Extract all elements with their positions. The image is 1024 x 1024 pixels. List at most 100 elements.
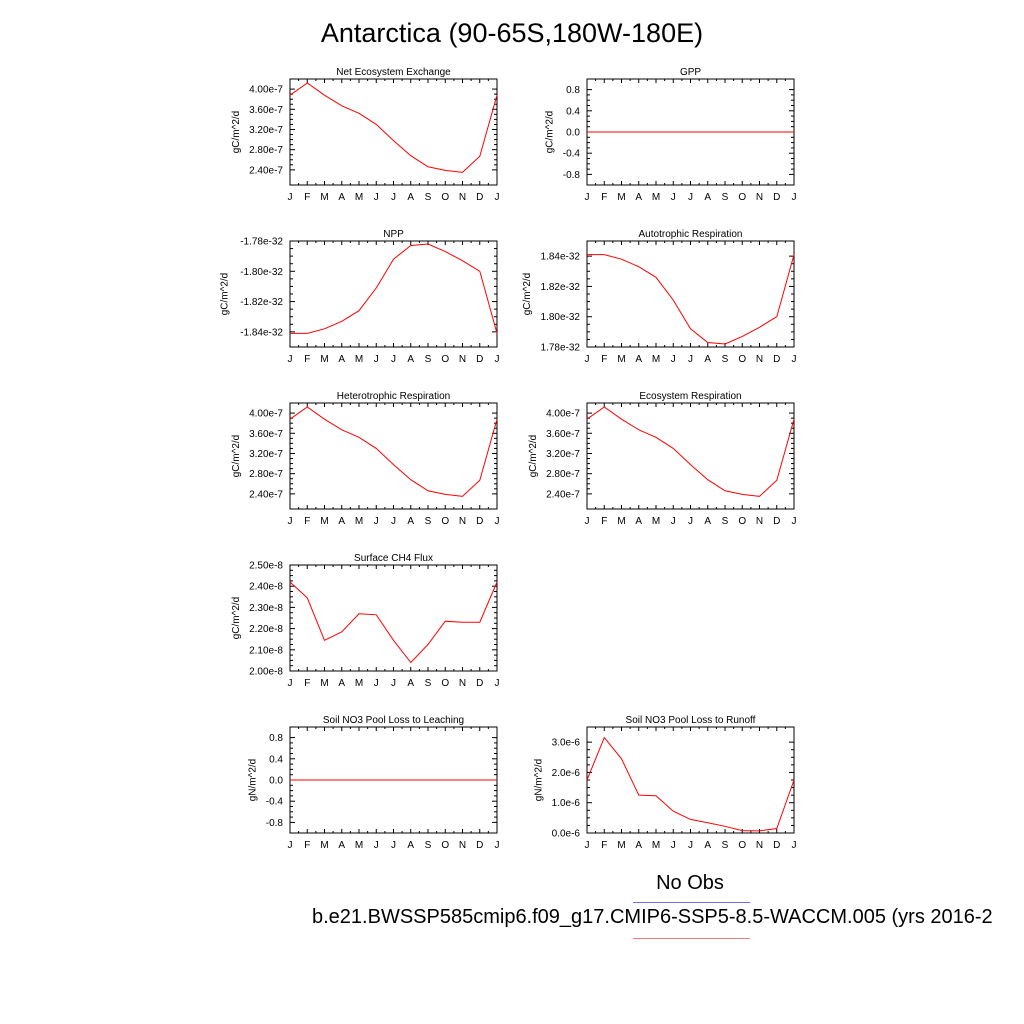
y-tick-label: 4.00e-7	[249, 85, 283, 96]
x-tick-label: D	[476, 840, 483, 851]
legend-model-line	[633, 938, 750, 939]
plot-frame	[586, 726, 795, 834]
y-tick-label: 1.82e-32	[541, 282, 581, 293]
x-tick-label: A	[407, 516, 414, 527]
x-tick-label: J	[495, 516, 500, 527]
x-tick-label: S	[722, 354, 729, 365]
x-tick-label: S	[425, 840, 432, 851]
y-tick-label: 2.80e-7	[249, 145, 283, 156]
x-tick-label: O	[441, 516, 449, 527]
y-tick-label: 0.8	[269, 733, 283, 744]
y-axis-label: gC/m^2/d	[528, 435, 539, 478]
y-tick-label: 2.40e-7	[546, 489, 580, 500]
x-tick-label: J	[792, 840, 797, 851]
y-tick-label: 0.0e-6	[552, 829, 581, 840]
y-tick-label: 2.80e-7	[546, 469, 580, 480]
x-tick-label: J	[688, 192, 693, 203]
x-tick-label: M	[355, 192, 363, 203]
x-tick-label: N	[459, 678, 466, 689]
x-tick-label: J	[671, 192, 676, 203]
y-tick-label: -1.84e-32	[240, 327, 283, 338]
x-tick-label: M	[617, 840, 625, 851]
x-tick-label: J	[288, 678, 293, 689]
x-tick-label: J	[288, 840, 293, 851]
y-tick-label: 0.0	[566, 128, 580, 139]
x-tick-label: J	[585, 354, 590, 365]
y-tick-label: 3.20e-7	[249, 125, 283, 136]
x-tick-label: J	[495, 678, 500, 689]
x-tick-label: J	[671, 840, 676, 851]
x-tick-label: N	[459, 192, 466, 203]
y-tick-label: 2.20e-8	[249, 624, 283, 635]
y-tick-label: 0.4	[269, 754, 283, 765]
x-tick-label: J	[288, 354, 293, 365]
y-tick-label: 2.00e-8	[249, 667, 283, 678]
series-line	[289, 82, 498, 173]
y-tick-label: 1.0e-6	[552, 798, 581, 809]
x-tick-label: A	[704, 192, 711, 203]
x-tick-label: F	[304, 840, 310, 851]
x-tick-label: A	[704, 516, 711, 527]
y-tick-label: -0.8	[266, 818, 284, 829]
x-tick-label: M	[355, 678, 363, 689]
x-tick-label: O	[738, 516, 746, 527]
x-tick-label: A	[407, 678, 414, 689]
y-axis-label: gC/m^2/d	[522, 273, 533, 316]
chart-title: Surface CH4 Flux	[354, 553, 433, 564]
y-tick-label: 0.8	[566, 85, 580, 96]
x-tick-label: O	[738, 192, 746, 203]
series-line	[586, 406, 795, 497]
x-tick-label: J	[792, 354, 797, 365]
x-tick-label: J	[688, 354, 693, 365]
chart-title: Net Ecosystem Exchange	[336, 67, 451, 78]
page-title: Antarctica (90-65S,180W-180E)	[320, 18, 704, 48]
y-tick-label: 3.0e-6	[552, 738, 581, 749]
x-tick-label: S	[425, 678, 432, 689]
x-tick-label: M	[320, 516, 328, 527]
plot-frame	[289, 564, 498, 672]
x-tick-label: J	[495, 840, 500, 851]
chart-title: Autotrophic Respiration	[639, 229, 743, 240]
x-tick-label: O	[441, 354, 449, 365]
x-tick-label: M	[652, 516, 660, 527]
chart-title: Soil NO3 Pool Loss to Leaching	[323, 715, 464, 726]
y-tick-label: 1.78e-32	[541, 343, 581, 354]
x-tick-label: M	[355, 840, 363, 851]
chart-title: NPP	[383, 229, 404, 240]
y-tick-label: 1.84e-32	[541, 252, 581, 263]
x-tick-label: M	[617, 192, 625, 203]
y-axis-label: gN/m^2/d	[248, 759, 259, 802]
x-tick-label: N	[756, 192, 763, 203]
series-line	[290, 243, 498, 334]
y-tick-label: 3.20e-7	[249, 449, 283, 460]
x-tick-label: A	[704, 354, 711, 365]
y-axis-label: gN/m^2/d	[533, 759, 544, 802]
y-tick-label: -0.4	[266, 797, 284, 808]
x-tick-label: J	[495, 192, 500, 203]
x-tick-label: N	[756, 354, 763, 365]
x-tick-label: D	[476, 516, 483, 527]
y-tick-label: -1.78e-32	[240, 237, 283, 248]
series-line	[586, 736, 795, 832]
x-tick-label: N	[756, 516, 763, 527]
y-tick-label: 2.10e-8	[249, 645, 283, 656]
x-tick-label: S	[722, 840, 729, 851]
x-tick-label: F	[601, 354, 607, 365]
x-tick-label: J	[688, 516, 693, 527]
x-tick-label: F	[601, 516, 607, 527]
x-tick-label: O	[441, 192, 449, 203]
chart-title: Heterotrophic Respiration	[337, 391, 450, 402]
series-line	[289, 406, 498, 497]
x-tick-label: J	[495, 354, 500, 365]
y-tick-label: -0.4	[563, 149, 581, 160]
y-tick-label: 0.0	[269, 776, 283, 787]
x-tick-label: D	[476, 678, 483, 689]
x-tick-label: J	[671, 516, 676, 527]
